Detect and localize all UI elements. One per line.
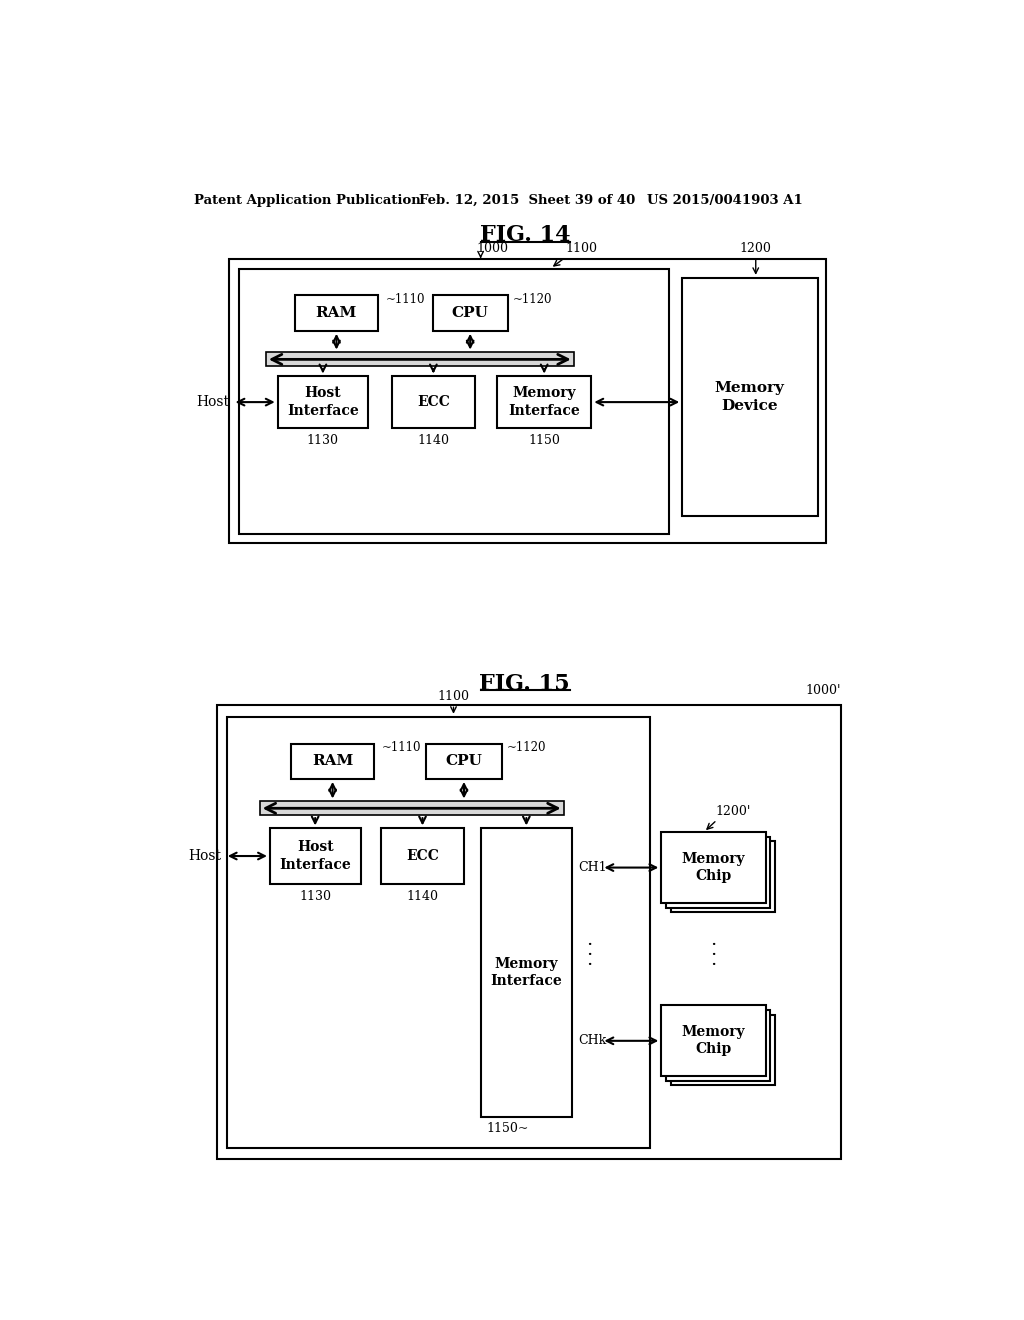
Text: CPU: CPU [445, 754, 482, 768]
Text: 1000': 1000' [806, 684, 841, 697]
Bar [666, 1010, 770, 1081]
Bar [291, 743, 375, 779]
Bar [266, 352, 573, 367]
Text: .: . [711, 941, 717, 958]
Text: .: . [586, 941, 592, 958]
Text: Memory
Chip: Memory Chip [682, 1026, 745, 1056]
Text: CHk: CHk [579, 1035, 606, 1047]
Text: 1000: 1000 [476, 242, 508, 255]
Text: US 2015/0041903 A1: US 2015/0041903 A1 [647, 194, 803, 207]
Text: Host
Interface: Host Interface [287, 387, 358, 417]
Text: ~1120: ~1120 [507, 741, 547, 754]
Text: FIG. 15: FIG. 15 [479, 673, 570, 696]
Bar [217, 705, 841, 1159]
Text: Patent Application Publication: Patent Application Publication [194, 194, 421, 207]
Text: ECC: ECC [417, 395, 450, 409]
Text: Memory
Interface: Memory Interface [508, 387, 580, 417]
Bar [381, 829, 464, 884]
Text: Memory
Device: Memory Device [715, 381, 784, 413]
Text: RAM: RAM [312, 754, 353, 768]
Text: Host: Host [197, 395, 229, 409]
Text: CPU: CPU [452, 306, 488, 321]
Bar [662, 1006, 766, 1076]
Text: .: . [586, 950, 592, 969]
Text: 1150: 1150 [528, 434, 560, 446]
Bar [671, 1015, 775, 1085]
Bar [480, 829, 572, 1117]
Bar [682, 277, 818, 516]
Text: Host
Interface: Host Interface [280, 841, 351, 871]
Bar [497, 376, 592, 428]
Bar [671, 841, 775, 912]
Text: 1140: 1140 [418, 434, 450, 446]
Text: 1100: 1100 [566, 242, 598, 255]
Text: 1130: 1130 [307, 434, 339, 446]
Text: .: . [586, 931, 592, 949]
Text: 1150~: 1150~ [486, 1122, 529, 1135]
Bar [239, 268, 669, 535]
Text: ECC: ECC [407, 849, 439, 863]
Bar [227, 717, 649, 1148]
Text: ~1120: ~1120 [513, 293, 553, 306]
Text: CH1: CH1 [579, 861, 607, 874]
Text: 1140: 1140 [407, 890, 438, 903]
Text: 1130: 1130 [299, 890, 331, 903]
Bar [278, 376, 369, 428]
Bar [391, 376, 475, 428]
Text: 1200: 1200 [739, 242, 772, 255]
Bar [260, 801, 563, 816]
Text: 1100: 1100 [437, 690, 469, 702]
Bar [270, 829, 360, 884]
Bar [666, 837, 770, 908]
Text: Memory
Interface: Memory Interface [490, 957, 562, 989]
Bar [662, 832, 766, 903]
Bar [295, 296, 378, 331]
Text: RAM: RAM [315, 306, 357, 321]
Text: ~1110: ~1110 [385, 293, 425, 306]
Bar [228, 259, 825, 544]
Text: 1200': 1200' [716, 805, 751, 818]
Text: ~1110: ~1110 [381, 741, 421, 754]
Text: .: . [711, 931, 717, 949]
Text: Memory
Chip: Memory Chip [682, 851, 745, 883]
Text: Feb. 12, 2015  Sheet 39 of 40: Feb. 12, 2015 Sheet 39 of 40 [419, 194, 635, 207]
Bar [426, 743, 502, 779]
Bar [432, 296, 508, 331]
Text: FIG. 14: FIG. 14 [479, 224, 570, 247]
Text: Host: Host [188, 849, 222, 863]
Text: .: . [711, 950, 717, 969]
